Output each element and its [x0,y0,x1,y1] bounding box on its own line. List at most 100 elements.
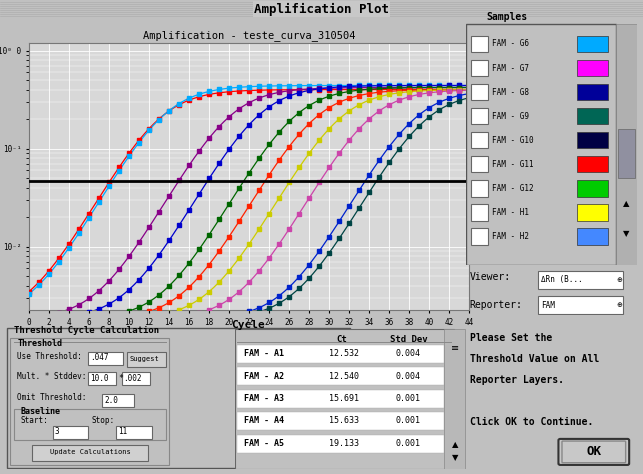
Text: .002: .002 [123,374,142,383]
Text: OK: OK [586,446,601,458]
Bar [616,24,637,265]
Bar [237,435,444,453]
Bar [444,329,466,469]
Text: Reporter:: Reporter: [469,300,523,310]
Bar [237,412,444,430]
Bar [577,228,608,245]
Text: ⊕: ⊕ [616,277,622,283]
Text: Threshold Cycle Calculation: Threshold Cycle Calculation [14,326,159,335]
Text: Start:: Start: [21,416,49,425]
Text: FAM - G6: FAM - G6 [492,39,529,48]
Bar [471,84,488,100]
Text: FAM - G8: FAM - G8 [492,88,529,97]
Bar [471,228,488,245]
Bar [577,180,608,197]
Bar [577,156,608,173]
Bar [471,180,488,197]
Text: Update Calculations: Update Calculations [50,449,131,456]
Text: Reporter Layers.: Reporter Layers. [470,375,564,385]
Bar [237,390,444,408]
FancyBboxPatch shape [53,426,88,439]
Text: 15.633: 15.633 [329,416,359,425]
Text: 15.691: 15.691 [329,394,359,403]
Text: Please Set the: Please Set the [470,333,552,343]
Text: ΔRn (B...: ΔRn (B... [541,275,583,284]
Text: FAM - G12: FAM - G12 [492,184,533,193]
Text: Stop:: Stop: [92,416,114,425]
Text: Ct: Ct [336,335,347,344]
FancyBboxPatch shape [116,426,152,439]
Text: FAM - A2: FAM - A2 [244,372,284,381]
Text: FAM - A3: FAM - A3 [244,394,284,403]
FancyBboxPatch shape [88,373,116,385]
Text: ▲: ▲ [451,440,458,449]
Text: FAM - G11: FAM - G11 [492,160,533,169]
Bar [471,204,488,220]
Text: 12.532: 12.532 [329,349,359,358]
Text: ⊕: ⊕ [616,302,622,308]
Text: 11: 11 [118,428,127,437]
Text: 10.0: 10.0 [90,374,109,383]
Text: Omit Threshold:: Omit Threshold: [17,392,87,401]
Bar [577,60,608,76]
Text: 0.004: 0.004 [396,372,421,381]
Text: 0.001: 0.001 [396,439,421,448]
FancyBboxPatch shape [466,24,616,265]
Text: Threshold: Threshold [17,339,62,348]
Bar [471,36,488,52]
Bar [471,108,488,124]
FancyBboxPatch shape [88,352,123,365]
Text: 19.133: 19.133 [329,439,359,448]
Text: *: * [118,374,123,383]
Text: FAM - A5: FAM - A5 [244,439,284,448]
Bar [471,132,488,148]
Text: Cycle: Cycle [231,320,264,330]
FancyBboxPatch shape [235,329,453,469]
Text: ▲: ▲ [623,199,629,208]
Text: Samples: Samples [487,11,528,22]
Bar [237,367,444,385]
Text: Amplification Plot: Amplification Plot [254,2,389,16]
FancyBboxPatch shape [538,271,623,289]
FancyBboxPatch shape [14,409,166,440]
Text: FAM - H2: FAM - H2 [492,232,529,241]
FancyBboxPatch shape [127,352,166,366]
FancyBboxPatch shape [102,394,134,407]
Text: ▼: ▼ [623,228,629,237]
Text: Threshold Value on All: Threshold Value on All [470,355,599,365]
Text: Mult. * Stddev:: Mult. * Stddev: [17,373,87,382]
FancyBboxPatch shape [558,439,629,465]
Text: FAM - G9: FAM - G9 [492,112,529,120]
Text: Baseline: Baseline [21,407,61,416]
Text: 0.004: 0.004 [396,349,421,358]
Text: FAM - A4: FAM - A4 [244,416,284,425]
Text: .047: .047 [90,353,109,362]
Bar [577,204,608,220]
Bar [577,36,608,52]
Text: Click OK to Continue.: Click OK to Continue. [470,417,593,427]
Bar [577,108,608,124]
Text: Suggest: Suggest [129,356,159,362]
Text: Viewer:: Viewer: [469,272,511,283]
Text: Std Dev: Std Dev [390,335,427,344]
FancyBboxPatch shape [6,328,350,468]
Title: Amplification - teste_curva_310504: Amplification - teste_curva_310504 [143,30,356,41]
Text: FAM - G10: FAM - G10 [492,136,533,145]
Bar [471,60,488,76]
Bar [471,156,488,173]
FancyBboxPatch shape [122,373,150,385]
Bar [577,84,608,100]
Text: FAM - G7: FAM - G7 [492,64,529,73]
Bar [618,128,635,178]
Text: 12.540: 12.540 [329,372,359,381]
Text: Use Threshold:: Use Threshold: [17,352,82,361]
Text: FAM - H1: FAM - H1 [492,208,529,217]
Bar [237,345,444,363]
Text: ≡: ≡ [451,343,459,353]
Text: FAM - A1: FAM - A1 [244,349,284,358]
FancyBboxPatch shape [562,441,626,463]
Text: 0.001: 0.001 [396,416,421,425]
FancyBboxPatch shape [10,337,170,465]
Text: ▼: ▼ [451,453,458,462]
Bar [577,132,608,148]
